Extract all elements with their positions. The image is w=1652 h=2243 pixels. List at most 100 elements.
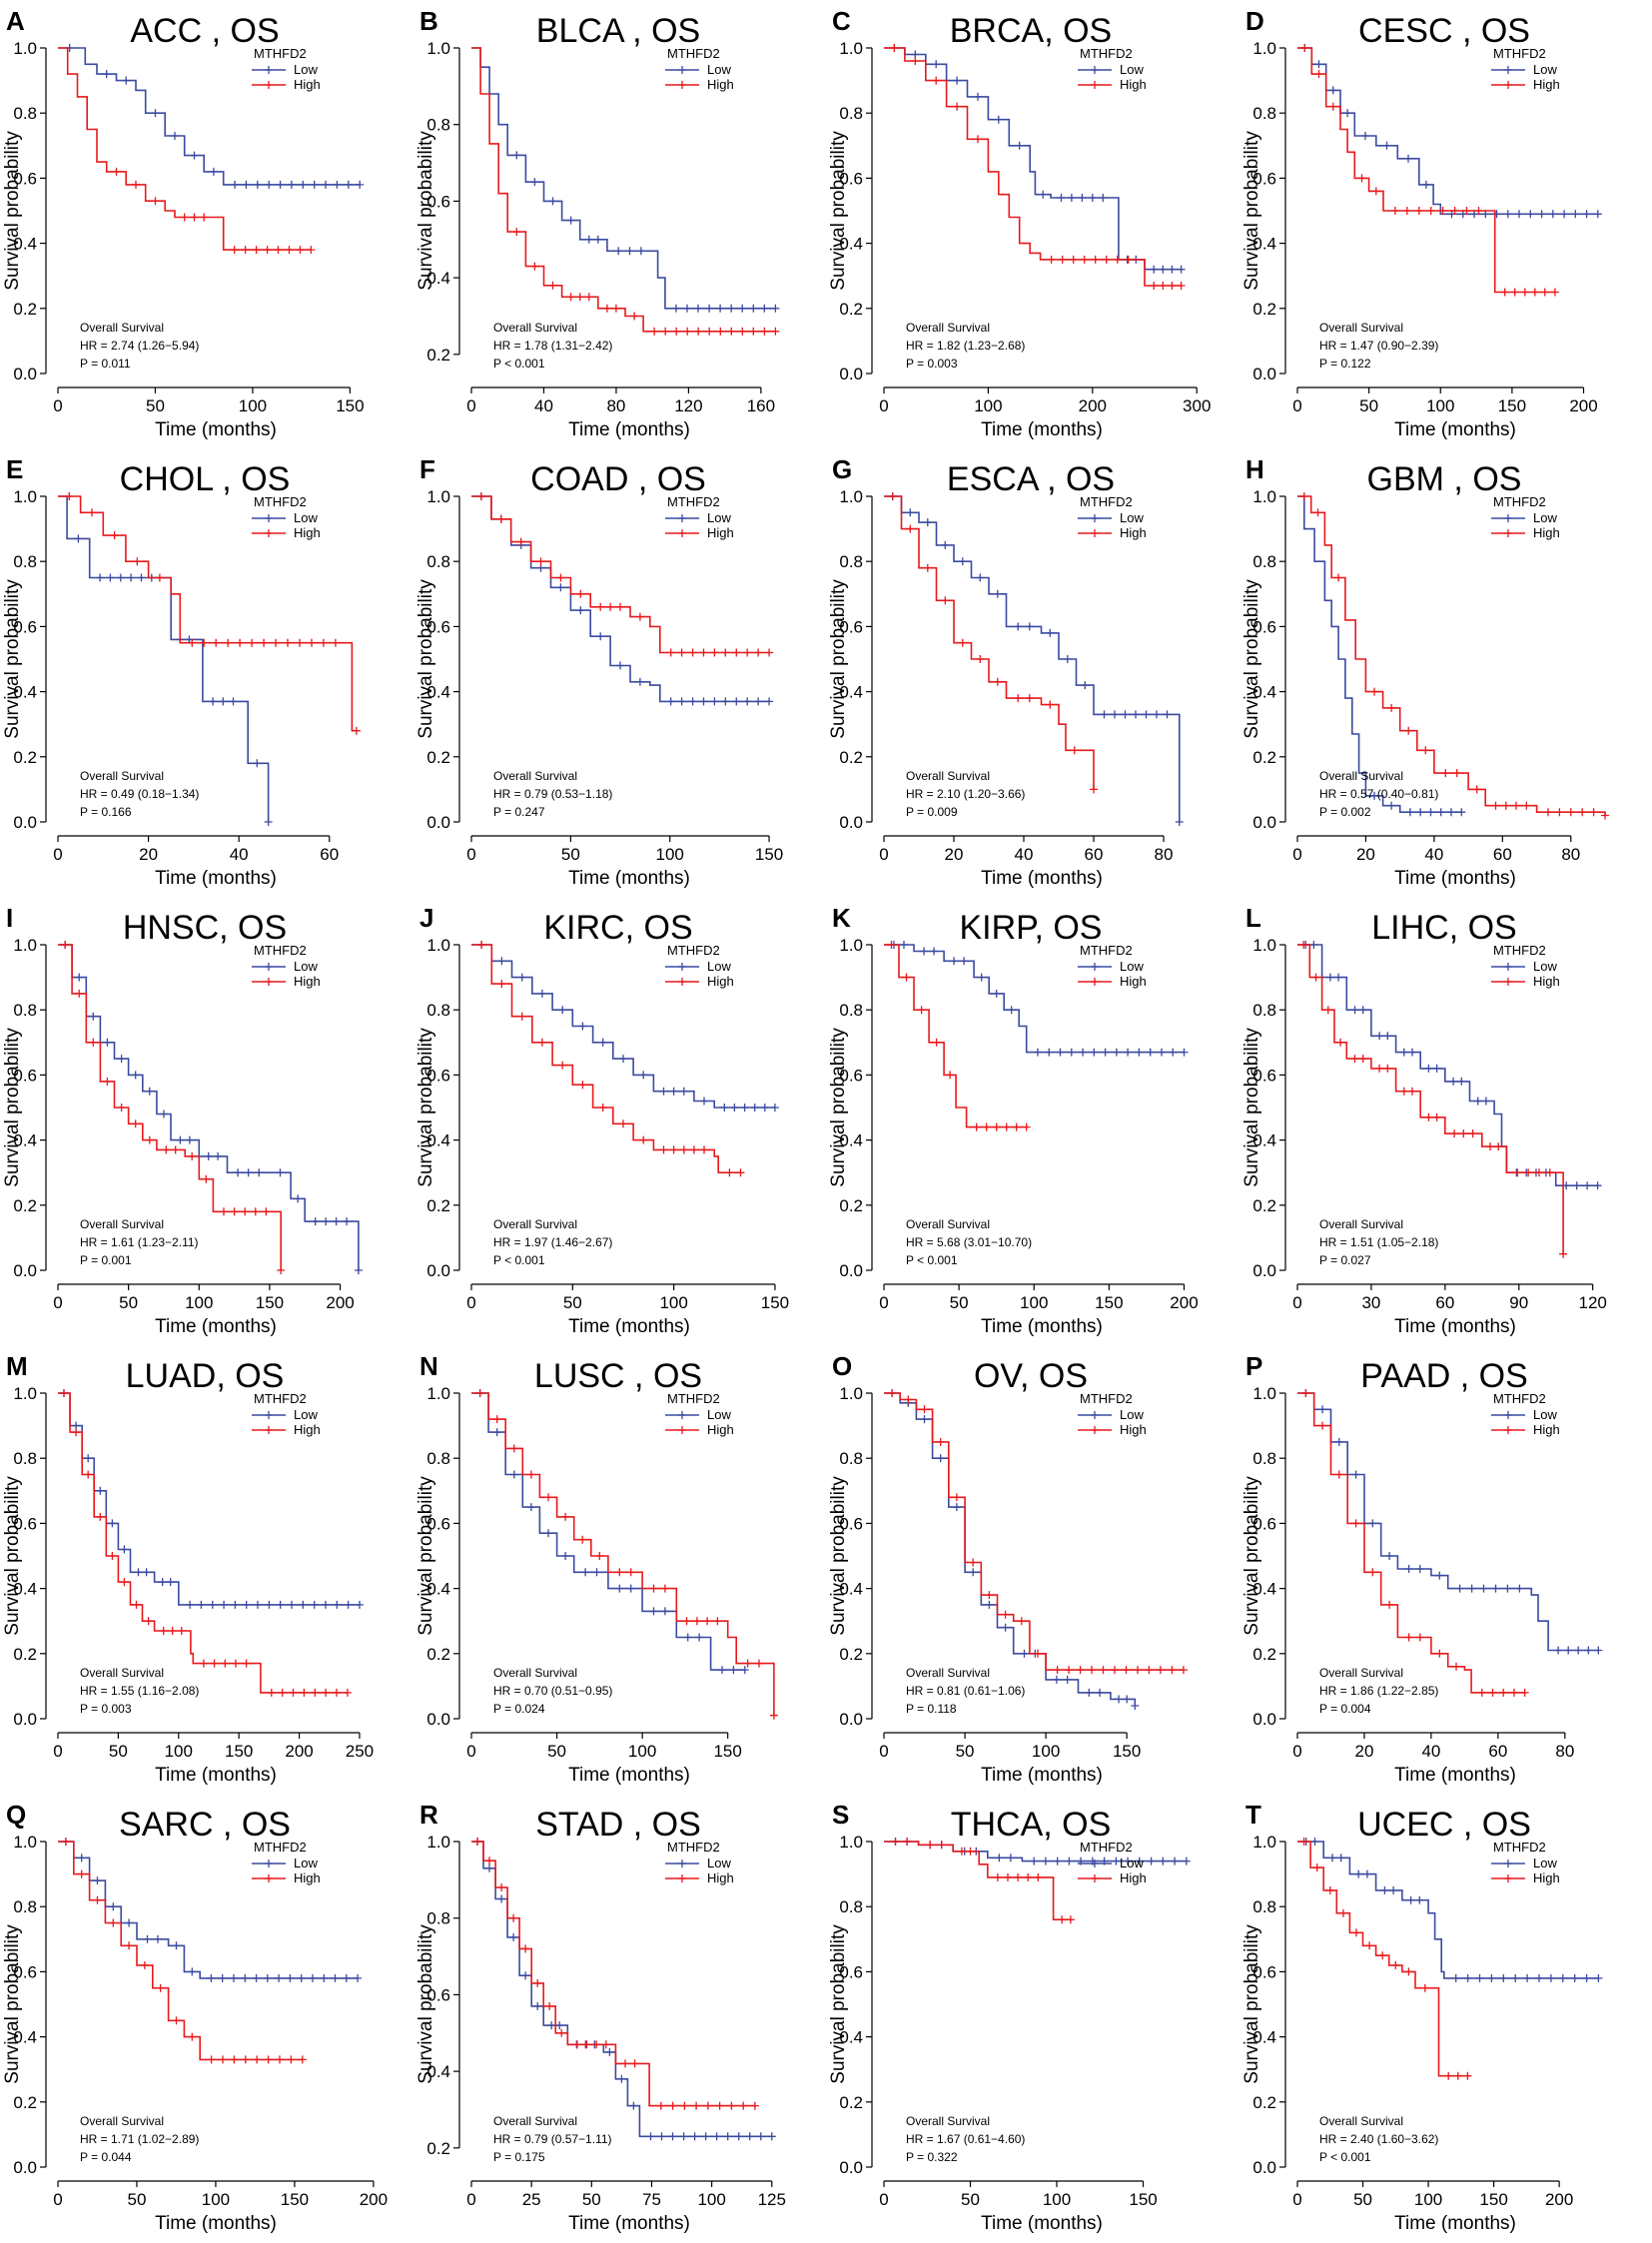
x-tick-label: 75 (642, 2190, 661, 2209)
censor-mark (1156, 1666, 1165, 1675)
legend-marker-high (1504, 1874, 1512, 1882)
legend-marker-high (1504, 81, 1512, 89)
axes: 0 20 40 60 80 0.0 0.2 0.4 0.6 0.8 1.0 (1252, 487, 1580, 864)
censor-mark (1168, 265, 1177, 274)
censor-mark (754, 697, 763, 706)
x-tick-label: 0 (1292, 1742, 1301, 1761)
legend-label-low: Low (707, 62, 731, 77)
x-tick-label: 40 (1015, 845, 1034, 864)
axes: 0 50 100 150 0.0 0.2 0.4 0.6 0.8 1.0 (426, 1384, 741, 1761)
censor-mark (310, 1600, 319, 1609)
legend-label-low: Low (1533, 1856, 1557, 1870)
censor-mark (140, 1960, 149, 1969)
censor-mark (492, 1415, 501, 1424)
y-tick-label: 0.8 (426, 116, 450, 135)
censor-mark (1399, 1048, 1408, 1057)
censor-mark (1076, 1666, 1085, 1675)
y-tick-label: 1.0 (839, 1384, 863, 1403)
y-tick-label: 1.0 (426, 39, 450, 58)
censor-mark (77, 1854, 86, 1863)
censor-mark (516, 537, 525, 546)
censor-mark (1503, 1584, 1512, 1593)
legend-label-high: High (1120, 1422, 1147, 1437)
censor-marks-high (61, 1838, 307, 2064)
x-tick-label: 80 (1155, 845, 1174, 864)
p-value: P = 0.003 (906, 357, 958, 371)
censor-mark (103, 1077, 112, 1086)
censor-mark (1511, 1973, 1520, 1982)
censor-mark (1334, 573, 1343, 582)
panel-letter: C (832, 6, 851, 36)
censor-mark (1334, 973, 1343, 982)
censor-marks-low (60, 1389, 364, 1609)
censor-mark (72, 1428, 81, 1437)
hazard-ratio: HR = 2.74 (1.26−5.94) (80, 339, 199, 353)
censor-mark (333, 180, 342, 189)
censor-mark (1487, 1973, 1496, 1982)
y-tick-label: 0.6 (839, 169, 863, 188)
censor-marks-high (887, 941, 1031, 1131)
censor-mark (699, 697, 708, 706)
censor-mark (1328, 86, 1337, 95)
censor-mark (974, 92, 982, 101)
censor-marks-high (1299, 1838, 1472, 2080)
censor-marks-high (891, 1838, 1075, 1924)
censor-mark (1179, 1666, 1188, 1675)
censor-mark (575, 293, 584, 302)
axes: 0 50 100 150 0.0 0.2 0.4 0.6 0.8 1.0 (839, 1384, 1141, 1761)
censor-marks-low (888, 492, 1184, 826)
legend-label-low: Low (1533, 62, 1557, 77)
censor-mark (1102, 255, 1111, 264)
y-tick-label: 1.0 (426, 1384, 450, 1403)
censor-mark (151, 197, 160, 206)
censor-mark (151, 109, 160, 118)
censor-mark (635, 612, 644, 621)
censor-mark (629, 2101, 638, 2110)
censor-mark (1352, 1928, 1360, 1937)
censor-mark (630, 312, 639, 321)
censor-mark (300, 1688, 309, 1697)
censor-mark (993, 1872, 1002, 1881)
legend-label-high: High (294, 77, 321, 92)
legend-marker-high (1091, 1426, 1099, 1434)
censor-mark (1350, 1055, 1359, 1064)
legend-marker-high (678, 1426, 686, 1434)
chart-title: CHOL , OS (120, 460, 291, 498)
censor-mark (1124, 1048, 1133, 1057)
censor-mark (969, 1558, 978, 1567)
y-tick-label: 0.0 (839, 2158, 863, 2177)
x-axis-label: Time (months) (568, 1316, 690, 1337)
axes: 0 25 50 75 100 125 0.2 0.4 0.6 0.8 1.0 (426, 1833, 786, 2209)
x-tick-label: 120 (674, 396, 702, 415)
censor-marks-high (512, 228, 780, 336)
legend-title: MTHFD2 (667, 1840, 720, 1855)
y-tick-label: 0.0 (426, 1710, 450, 1729)
x-tick-label: 150 (761, 1293, 789, 1312)
censor-mark (253, 180, 262, 189)
x-tick-label: 50 (563, 1293, 582, 1312)
censor-mark (1499, 1688, 1508, 1697)
censor-mark (1492, 210, 1501, 219)
censor-marks-high (473, 1838, 759, 2110)
censor-mark (1450, 1129, 1459, 1138)
censor-mark (926, 1841, 935, 1850)
censor-mark (171, 132, 179, 140)
stad-os-panel: R STAD , OS 0 25 50 75 100 125 0.2 0.4 0.6 0.8 1.0 Ti… (415, 1800, 786, 2234)
chart-title: OV, OS (974, 1357, 1088, 1395)
censor-mark (537, 989, 546, 998)
legend-label-low: Low (1120, 62, 1144, 77)
censor-mark (995, 1854, 1004, 1863)
censor-mark (244, 1168, 253, 1177)
censor-mark (1522, 801, 1531, 810)
censor-mark (566, 216, 575, 225)
y-axis-label: Survival probability (828, 579, 849, 739)
censor-mark (1299, 1838, 1308, 1846)
panel-letter: I (6, 903, 13, 933)
censor-mark (116, 573, 125, 582)
censor-mark (1067, 194, 1076, 202)
x-tick-label: 250 (346, 1742, 374, 1761)
censor-mark (659, 1145, 668, 1154)
censor-mark (1362, 1869, 1371, 1878)
